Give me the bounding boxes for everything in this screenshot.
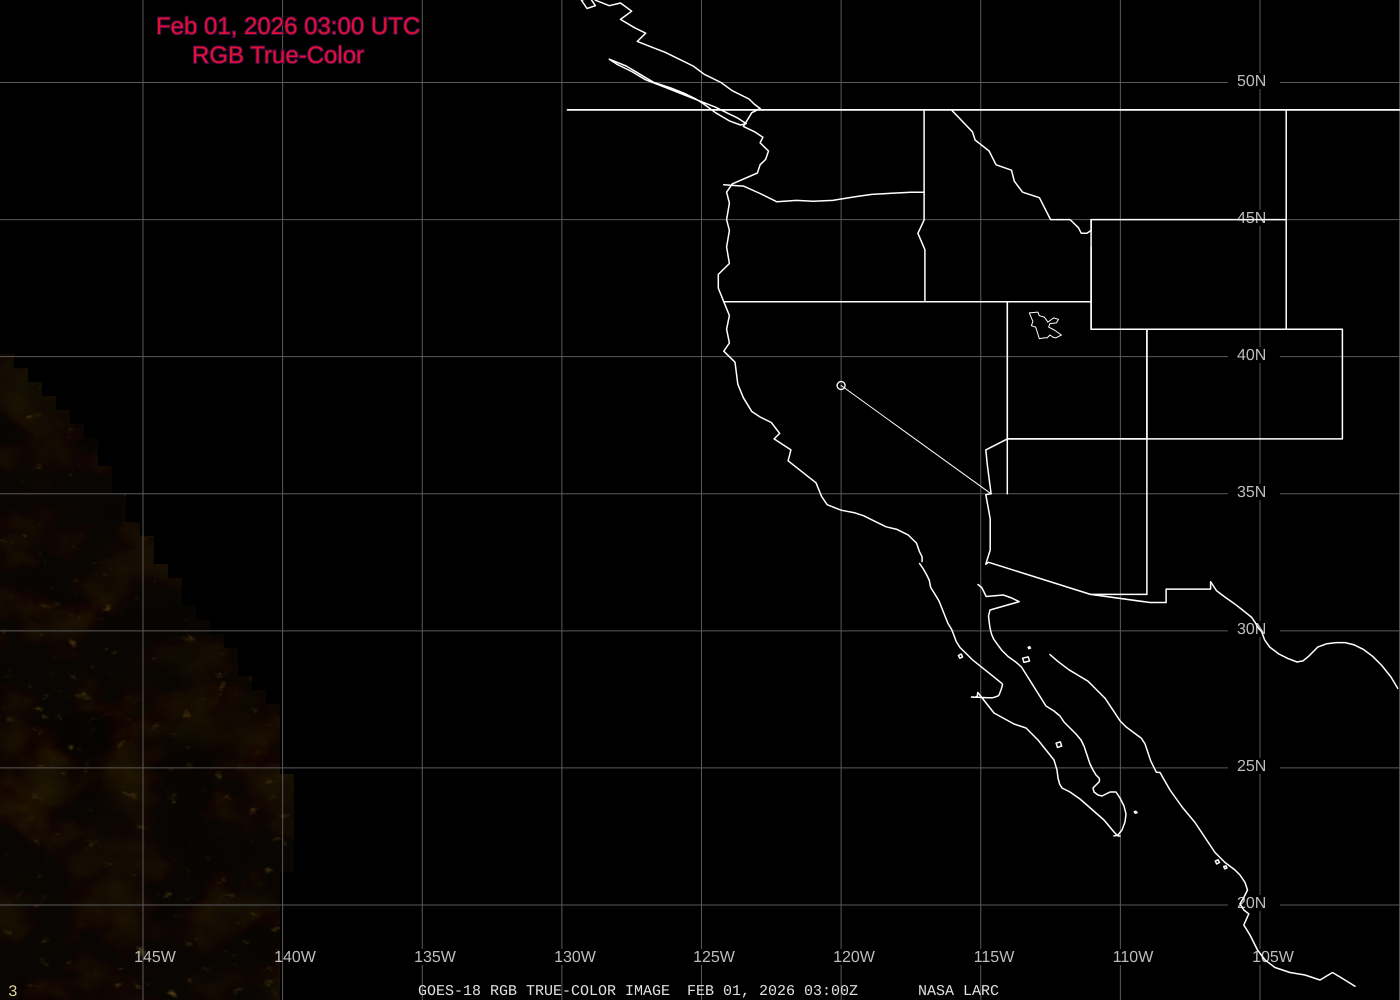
svg-text:3: 3 xyxy=(8,983,18,1000)
svg-text:120W: 120W xyxy=(833,949,876,966)
svg-text:135W: 135W xyxy=(414,949,457,966)
svg-text:125W: 125W xyxy=(693,949,736,966)
svg-text:FEB 01, 2026 03:00Z: FEB 01, 2026 03:00Z xyxy=(687,983,858,1000)
svg-text:115W: 115W xyxy=(974,949,1016,966)
svg-text:130W: 130W xyxy=(554,949,597,966)
svg-text:30N: 30N xyxy=(1237,621,1266,638)
svg-text:RGB True-Color: RGB True-Color xyxy=(192,42,364,69)
svg-text:GOES-18 RGB TRUE-COLOR IMAGE: GOES-18 RGB TRUE-COLOR IMAGE xyxy=(418,983,670,1000)
svg-text:NASA LARC: NASA LARC xyxy=(918,983,999,1000)
svg-text:145W: 145W xyxy=(134,949,177,966)
svg-text:110W: 110W xyxy=(1113,949,1155,966)
svg-text:20N: 20N xyxy=(1237,895,1266,912)
svg-text:35N: 35N xyxy=(1237,484,1266,501)
svg-text:50N: 50N xyxy=(1237,73,1266,90)
svg-text:45N: 45N xyxy=(1237,210,1266,227)
svg-text:40N: 40N xyxy=(1237,347,1266,364)
svg-text:140W: 140W xyxy=(274,949,317,966)
svg-text:Feb 01, 2026 03:00 UTC: Feb 01, 2026 03:00 UTC xyxy=(156,13,420,40)
svg-text:25N: 25N xyxy=(1237,758,1266,775)
